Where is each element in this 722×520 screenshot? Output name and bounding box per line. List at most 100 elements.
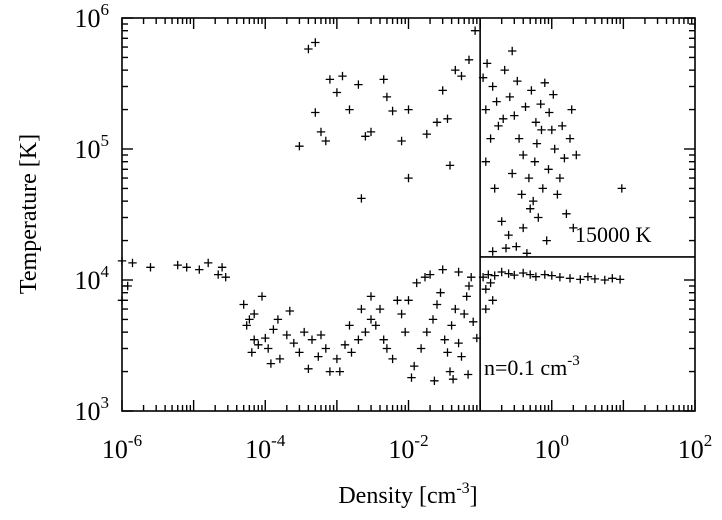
data-point: [550, 144, 559, 154]
y-tick-label: 103: [75, 393, 110, 426]
annotation-density-threshold: n=0.1 cm-3: [484, 353, 580, 380]
x-tick-label: 10-4: [245, 431, 286, 464]
data-point: [500, 65, 509, 75]
data-point: [285, 306, 294, 316]
data-point: [490, 271, 499, 280]
data-point: [404, 105, 413, 114]
data-point: [407, 373, 416, 382]
data-point: [484, 270, 493, 279]
data-point: [289, 338, 298, 348]
data-point: [357, 194, 366, 203]
data-point: [481, 285, 490, 294]
data-point: [488, 296, 497, 305]
data-point: [366, 127, 376, 137]
data-point: [542, 236, 551, 245]
data-point: [532, 139, 542, 148]
data-point: [555, 273, 565, 282]
data-point: [460, 309, 469, 319]
reference-lines: [479, 18, 695, 411]
data-point: [463, 370, 473, 379]
data-point: [430, 376, 439, 385]
data-point: [438, 265, 447, 274]
data-point: [425, 270, 435, 279]
data-point: [335, 367, 344, 376]
data-point: [547, 125, 556, 135]
data-point: [128, 258, 137, 268]
data-point: [617, 184, 626, 193]
data-point: [221, 273, 230, 282]
data-point: [504, 269, 513, 278]
data-point: [325, 75, 335, 84]
data-point: [565, 134, 575, 143]
data-point: [470, 26, 480, 35]
data-point: [366, 292, 376, 301]
data-point: [257, 292, 267, 301]
data-point: [512, 242, 521, 251]
data-point: [239, 300, 248, 309]
x-tick-label: 100: [535, 431, 570, 464]
data-point: [304, 364, 313, 373]
data-point: [393, 296, 402, 305]
data-point: [457, 71, 466, 81]
data-point: [488, 247, 497, 256]
data-point: [490, 184, 499, 193]
data-point: [510, 270, 519, 280]
data-point: [347, 348, 356, 357]
data-point: [448, 375, 458, 384]
annotation-15000k: 15000 K: [575, 222, 652, 247]
data-point: [325, 367, 335, 376]
data-point: [534, 213, 543, 222]
data-point: [576, 275, 585, 284]
data-point: [549, 90, 558, 99]
data-point: [345, 321, 354, 330]
data-point: [295, 348, 304, 357]
data-point: [519, 268, 528, 278]
data-point: [300, 327, 309, 337]
data-point: [438, 86, 447, 95]
data-point: [332, 88, 342, 97]
data-point: [338, 71, 347, 81]
data-point: [497, 217, 506, 226]
data-point: [204, 258, 213, 268]
data-point: [544, 165, 553, 174]
data-point: [295, 142, 304, 151]
data-point: [482, 59, 492, 68]
data-point: [583, 272, 593, 281]
data-point: [508, 46, 517, 56]
data-point: [443, 114, 452, 123]
data-point: [562, 209, 571, 218]
data-point: [481, 105, 490, 114]
data-point: [354, 335, 363, 344]
data-point: [314, 352, 323, 361]
data-point: [615, 275, 625, 284]
data-point: [432, 118, 442, 127]
data-point: [519, 223, 528, 233]
data-point: [304, 44, 313, 54]
data-point: [361, 132, 370, 141]
data-point: [481, 304, 490, 314]
data-point: [422, 327, 431, 337]
data-point: [537, 125, 546, 135]
data-point: [361, 327, 370, 337]
data-point: [522, 249, 532, 258]
data-point: [432, 300, 442, 309]
data-point: [345, 105, 354, 114]
data-point: [505, 92, 514, 102]
data-point: [464, 281, 474, 291]
data-point: [316, 330, 326, 340]
data-point: [497, 267, 506, 277]
data-point: [340, 340, 350, 349]
data-point: [321, 344, 330, 353]
x-tick-label: 10-6: [102, 431, 142, 464]
data-point: [514, 134, 524, 143]
data-point: [529, 196, 538, 206]
data-point: [404, 296, 413, 305]
data-point: [195, 265, 204, 274]
data-point: [275, 354, 285, 364]
data-point: [311, 108, 320, 117]
axis-ticks: [121, 17, 696, 412]
data-point: [526, 270, 535, 279]
data-point: [501, 244, 511, 253]
data-point: [416, 344, 426, 353]
